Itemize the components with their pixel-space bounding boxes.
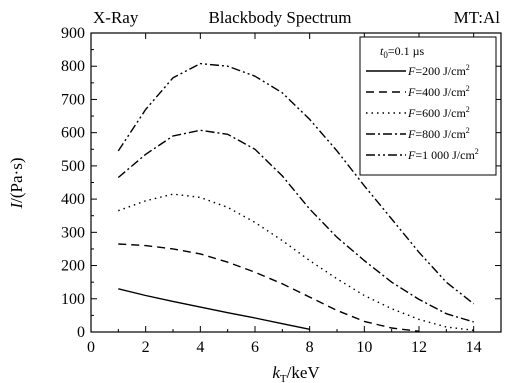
header-right-label: MT:Al <box>454 8 501 27</box>
y-axis-title: I/(Pa·s) <box>7 158 26 210</box>
series-line-3 <box>118 193 474 331</box>
x-tick-label: 2 <box>142 339 150 356</box>
y-tick-label: 800 <box>61 58 85 75</box>
series-group <box>117 62 475 332</box>
series-line-5 <box>117 62 475 305</box>
legend-label-3: F=600 J/cm2 <box>407 105 470 120</box>
y-tick-label: 100 <box>61 291 85 308</box>
x-tick-label: 10 <box>356 339 372 356</box>
series-line-4 <box>117 129 474 323</box>
y-tick-label: 400 <box>61 191 85 208</box>
x-tick-label: 14 <box>466 339 482 356</box>
y-tick-label: 900 <box>61 25 85 42</box>
legend-label-4: F=800 J/cm2 <box>407 126 470 141</box>
legend-label-2: F=400 J/cm2 <box>407 84 470 99</box>
y-axis: 0 100 200 300 400 500 600 700 800 900 <box>61 25 501 341</box>
y-tick-label: 300 <box>61 224 85 241</box>
x-tick-label: 12 <box>411 339 427 356</box>
x-tick-label: 8 <box>306 339 314 356</box>
series-line-2 <box>118 243 420 332</box>
y-tick-label: 200 <box>61 258 85 275</box>
legend-label-1: F=200 J/cm2 <box>407 63 470 78</box>
legend-label-5: F=1 000 J/cm2 <box>407 147 479 162</box>
header-left-label: X-Ray <box>93 8 139 27</box>
y-tick-label: 0 <box>77 324 85 341</box>
header-center-label: Blackbody Spectrum <box>208 8 351 27</box>
x-tick-label: 4 <box>196 339 204 356</box>
x-tick-label: 0 <box>87 339 95 356</box>
legend-entries: F=200 J/cm2 F=400 J/cm2 F=600 J/cm2 F=800 J… <box>366 63 479 162</box>
series-line-1 <box>118 288 310 330</box>
x-axis-title: kT/keV <box>272 363 320 383</box>
legend-box <box>359 36 497 176</box>
legend-title: t0=0.1 µs <box>380 44 425 60</box>
x-tick-label: 6 <box>251 339 259 356</box>
y-tick-label: 500 <box>61 158 85 175</box>
y-tick-label: 700 <box>61 91 85 108</box>
legend: t0=0.1 µs F=200 J/cm2 F=400 J/cm2 F=600 J/… <box>359 36 497 176</box>
y-tick-label: 600 <box>61 125 85 142</box>
